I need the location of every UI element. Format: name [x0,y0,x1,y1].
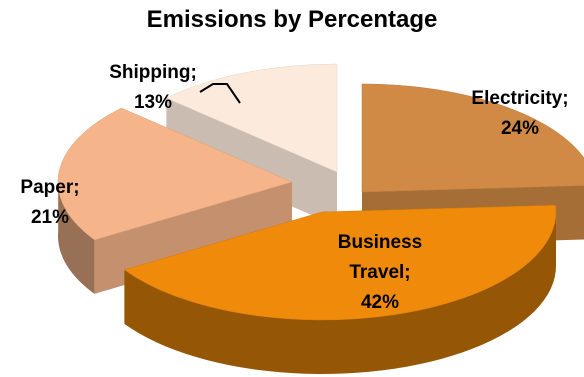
slice-electricity [361,83,584,193]
data-label-electricity: Electricity; 24% [471,88,568,139]
slice-wall-shipping-0 [166,98,337,226]
data-label-shipping: Shipping; 13% [109,62,197,113]
slice-paper [57,107,293,241]
chart-title: Emissions by Percentage [146,6,438,33]
slice-shipping [165,63,338,173]
pie-labels: Shipping; 13% Electricity; 24% Paper; 21% Busi… [20,62,568,313]
pie-tops [57,63,584,321]
leader-line-shipping [199,83,241,104]
slice-edge-business-travel [124,211,556,374]
data-label-paper: Paper; 21% [20,177,79,228]
slice-edge-paper [58,177,95,294]
data-label-business-travel: Business Travel; 42% [338,232,422,313]
slice-business-travel [123,204,557,321]
